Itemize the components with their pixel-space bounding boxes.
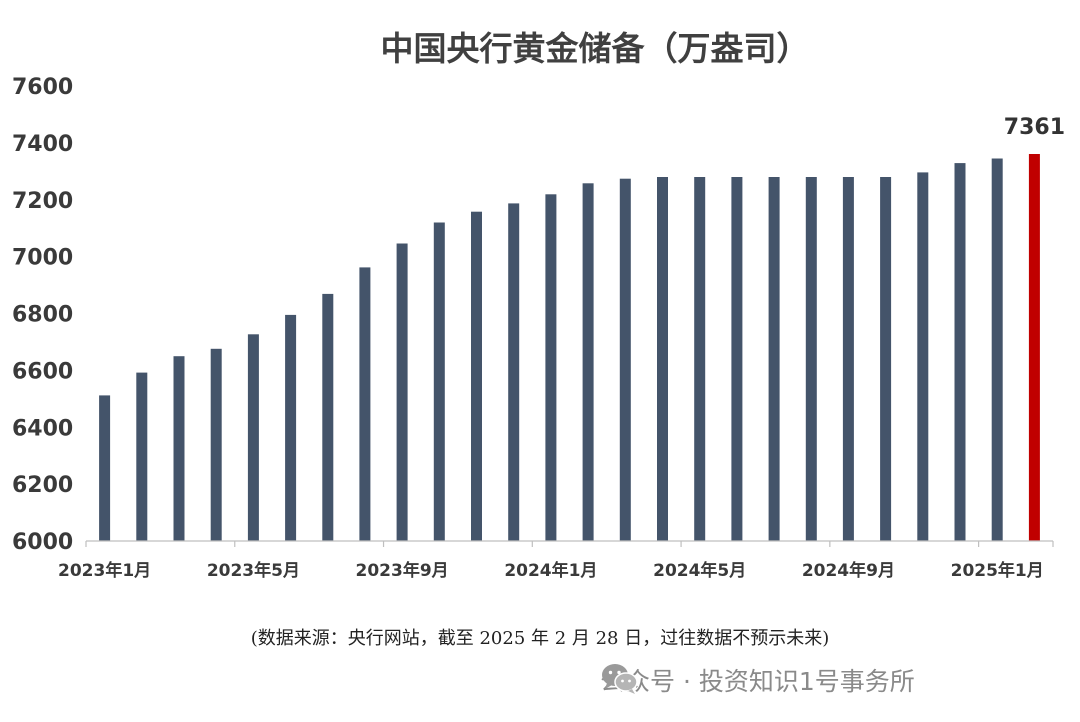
- bar: [954, 163, 966, 541]
- bars: [99, 154, 1040, 542]
- y-tick-label: 7200: [12, 189, 73, 214]
- x-tick-label: 2024年5月: [653, 560, 746, 581]
- x-tick-label: 2023年1月: [58, 560, 151, 581]
- bar: [508, 203, 520, 541]
- watermark-text: 公众号 · 投资知识1号事务所: [600, 667, 915, 696]
- bar: [694, 177, 706, 541]
- x-tick-label: 2023年5月: [207, 560, 300, 581]
- x-tick-label: 2023年9月: [356, 560, 449, 581]
- bar: [359, 267, 371, 541]
- y-tick-label: 7400: [12, 132, 73, 157]
- x-tick-label: 2024年9月: [802, 560, 895, 581]
- y-tick-label: 6600: [12, 359, 73, 384]
- bar: [136, 372, 148, 541]
- watermark: 公众号 · 投资知识1号事务所: [600, 660, 915, 700]
- bar: [768, 177, 780, 541]
- bar: [731, 177, 743, 541]
- bar: [842, 177, 854, 541]
- bar: [285, 314, 297, 541]
- y-tick-label: 6800: [12, 303, 73, 328]
- bar: [99, 395, 111, 541]
- bar: [582, 183, 594, 542]
- bar: [805, 177, 817, 541]
- bar: [471, 211, 482, 541]
- y-tick-label: 7600: [12, 75, 73, 100]
- x-axis-ticks: 2023年1月 2023年5月 2023年9月 2024年1月 2024年5月 2024年…: [58, 541, 1054, 581]
- y-tick-label: 6400: [12, 416, 73, 441]
- source-note: (数据来源：央行网站，截至 2025 年 2 月 28 日，过往数据不预示未来): [250, 628, 830, 649]
- bar: [396, 243, 408, 541]
- y-tick-label: 7000: [12, 246, 73, 271]
- y-axis-ticks: 6000 6200 6400 6600 6800 7000 7200 7400 7600: [12, 75, 73, 555]
- y-tick-label: 6000: [12, 530, 73, 555]
- bar: [991, 158, 1003, 541]
- bar: [880, 177, 892, 541]
- bar: [322, 293, 334, 541]
- bar: [657, 177, 668, 541]
- chart-title: 中国央行黄金储备（万盎司）: [381, 29, 810, 68]
- bar: [1028, 154, 1040, 541]
- bar: [619, 178, 631, 541]
- x-tick-label: 2025年1月: [951, 560, 1044, 581]
- bar: [173, 356, 185, 541]
- bar: [545, 194, 557, 542]
- bar: [247, 334, 259, 541]
- data-label-highlight: 7361: [1004, 115, 1065, 140]
- bar: [210, 348, 222, 541]
- wechat-icon: [602, 664, 638, 694]
- bar: [917, 172, 929, 541]
- x-tick-label: 2024年1月: [504, 560, 597, 581]
- y-tick-label: 6200: [12, 473, 73, 498]
- bar: [433, 222, 445, 541]
